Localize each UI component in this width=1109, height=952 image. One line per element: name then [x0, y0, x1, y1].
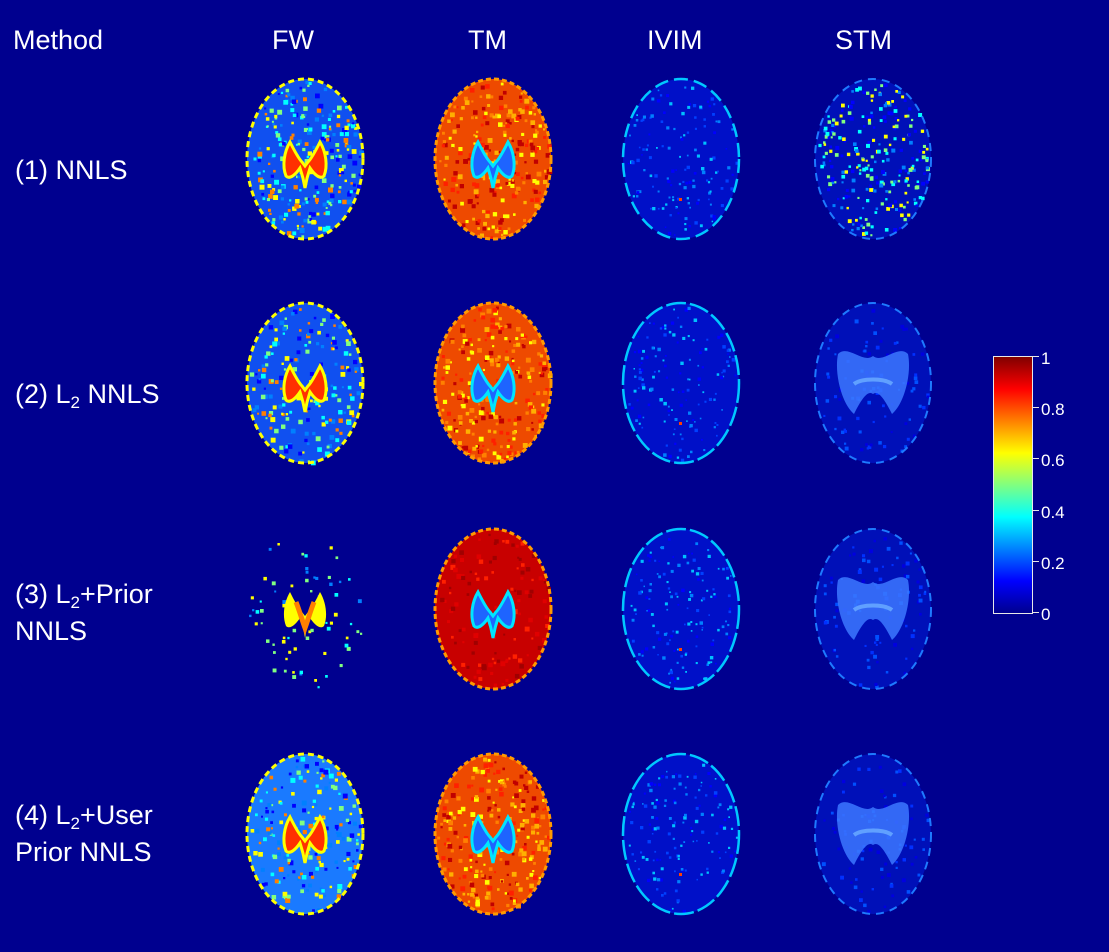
colorbar-tick [1033, 561, 1039, 562]
brain-map-image [814, 753, 932, 915]
brain-map-stm-row-3 [808, 520, 938, 698]
colorbar-gradient [993, 356, 1033, 614]
brain-map-image [621, 752, 741, 916]
brain-map-fw-row-4 [240, 745, 370, 923]
row-label-3: (3) L2+Prior NNLS [15, 579, 153, 646]
brain-map-image [814, 302, 932, 464]
brain-map-fw-row-1 [240, 70, 370, 248]
header-ivim: IVIM [647, 25, 703, 55]
colorbar-tick-label: 1 [1041, 349, 1051, 368]
header-fw: FW [272, 25, 314, 55]
brain-map-stm-row-2 [808, 294, 938, 472]
brain-map-fw-row-2 [240, 294, 370, 472]
brain-map-ivim-row-1 [616, 70, 746, 248]
brain-map-image [814, 528, 932, 690]
brain-map-stm-row-1 [808, 70, 938, 248]
brain-map-ivim-row-2 [616, 294, 746, 472]
brain-map-image [621, 301, 741, 465]
brain-map-fw-row-3 [240, 520, 370, 698]
brain-map-tm-row-2 [428, 294, 558, 472]
brain-map-image [621, 527, 741, 691]
header-stm: STM [835, 25, 892, 55]
brain-map-image [245, 752, 365, 916]
brain-map-image [245, 77, 365, 241]
colorbar: 1 0.8 0.6 0.4 0.2 0 [993, 349, 1103, 624]
brain-map-ivim-row-4 [616, 745, 746, 923]
brain-map-tm-row-3 [428, 520, 558, 698]
brain-map-stm-row-4 [808, 745, 938, 923]
brain-map-image [433, 752, 553, 916]
row-label-1: (1) NNLS [15, 155, 128, 185]
brain-map-tm-row-4 [428, 745, 558, 923]
colorbar-tick-label: 0 [1041, 605, 1051, 624]
brain-map-image [433, 77, 553, 241]
brain-map-image [245, 301, 365, 466]
header-method: Method [13, 25, 104, 55]
colorbar-tick-label: 0.4 [1041, 503, 1065, 522]
header-tm: TM [468, 25, 507, 55]
brain-map-image [814, 78, 932, 240]
colorbar-tick-label: 0.8 [1041, 400, 1065, 419]
colorbar-tick-label: 0.2 [1041, 554, 1065, 573]
brain-map-image [249, 543, 363, 689]
colorbar-tick [1033, 612, 1039, 613]
brain-map-image [433, 301, 553, 465]
row-label-4: (4) L2+User Prior NNLS [15, 800, 153, 867]
brain-map-image [433, 527, 553, 691]
row-label-2: (2) L2 NNLS [15, 379, 160, 412]
brain-map-image [621, 77, 741, 241]
brain-map-ivim-row-3 [616, 520, 746, 698]
colorbar-tick [1033, 510, 1039, 511]
colorbar-tick [1033, 356, 1039, 357]
brain-map-tm-row-1 [428, 70, 558, 248]
colorbar-tick [1033, 458, 1039, 459]
colorbar-tick [1033, 407, 1039, 408]
colorbar-tick-label: 0.6 [1041, 451, 1065, 470]
